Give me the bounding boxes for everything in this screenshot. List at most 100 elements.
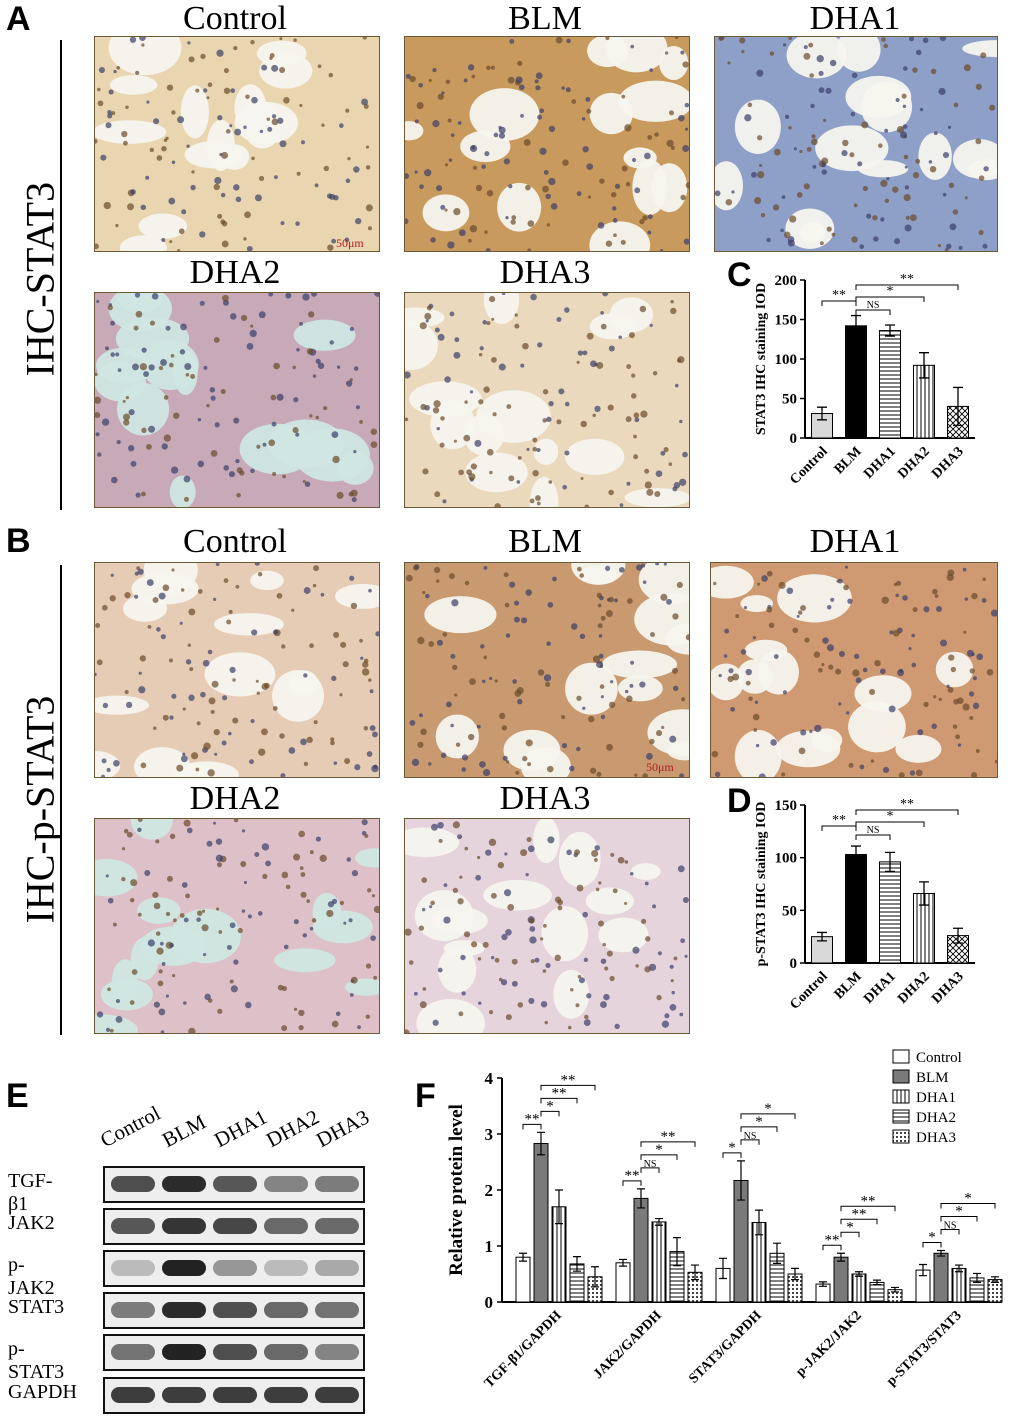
x-tick-label: Control [787,444,831,488]
y-tick-label: 50 [782,903,797,919]
bar-blm [633,1197,649,1303]
significance-label: * [755,1114,763,1130]
significance-bracket [740,1113,796,1119]
y-tick-label: 4 [485,1069,494,1088]
blot-strip [103,1250,365,1287]
title-a-control: Control [183,0,287,37]
significance-bracket [640,1141,696,1147]
significance-bracket [640,1167,660,1173]
title-b-control: Control [183,523,287,560]
error-bar [885,851,895,873]
error-bar [953,927,963,944]
blot-band [111,1344,155,1360]
x-tick-label: BLM [832,444,865,477]
error-bar [819,1281,827,1287]
blot-band [264,1344,308,1360]
significance-label: ** [661,1129,676,1145]
blot-strip [103,1292,365,1329]
significance-label: ** [832,288,846,303]
blot-band [264,1218,308,1234]
y-axis-label: p-STAT3 IHC staining IOD [754,802,769,967]
blot-band [213,1260,257,1276]
bar-dha1 [651,1221,667,1303]
error-bar [955,1264,963,1273]
lane-label-dha3: DHA3 [312,1104,373,1153]
blot-band [213,1302,257,1318]
significance-label: * [655,1142,663,1158]
significance-bracket [740,1139,760,1145]
significance-label: ** [832,813,846,828]
y-tick-label: 0 [790,431,798,447]
micrograph-a-control [94,36,380,252]
micrograph-texture [405,37,689,251]
significance-label: * [846,1219,854,1235]
legend-swatch [892,1089,910,1104]
x-tick-label: DHA2 [895,444,933,482]
western-blot-lane-labels: Control BLM DHA1 DHA2 DHA3 [96,1090,373,1160]
significance-bracket [855,284,959,290]
significance-bracket [940,1202,996,1209]
significance-label: NS [644,1159,657,1170]
legend-swatch [892,1049,910,1064]
micrograph-a-blm [404,36,690,252]
panel-letter-f: F [415,1077,436,1115]
significance-label: NS [867,825,880,836]
significance-label: * [928,1229,936,1245]
error-bar [937,1249,945,1257]
error-bar [837,1252,845,1262]
significance-label: ** [825,1232,840,1248]
error-bar [791,1267,799,1281]
x-tick-label: TGF-β1/GAPDH [482,1308,565,1391]
significance-bracket [740,1126,778,1132]
significance-bracket [855,821,925,827]
error-bar [673,1237,681,1267]
title-b-dha1: DHA1 [809,523,901,560]
blot-band [111,1260,155,1276]
micrograph-texture [715,37,997,251]
blot-band [315,1176,359,1192]
legend-label: DHA2 [916,1110,956,1126]
error-bar [851,845,861,864]
significance-bracket [822,1244,842,1251]
title-b-dha3: DHA3 [499,780,591,817]
significance-bracket [922,1241,942,1248]
blot-band [162,1176,206,1192]
significance-label: * [728,1140,736,1156]
bar-control [615,1262,631,1303]
significance-bracket [855,309,891,315]
blot-strip [103,1377,365,1414]
legend-swatch [892,1129,910,1144]
side-label-ihc-stat3: IHC-STAT3 [17,181,63,377]
title-b-dha2: DHA2 [189,780,281,817]
error-bar [573,1256,581,1272]
significance-bracket [840,1205,896,1212]
panel-letter-c: C [727,256,752,294]
error-bar [637,1188,645,1209]
blot-row-label: TGF-β1 [8,1170,53,1215]
error-bar [953,386,963,427]
micrograph-texture [405,563,689,777]
scale-bar-label-b: 50μm [646,760,674,774]
blot-band [315,1218,359,1234]
panel-letter-a: A [6,0,31,38]
significance-label: * [887,284,894,299]
significance-bracket [840,1218,878,1225]
blot-band [315,1344,359,1360]
x-tick-label: DHA3 [929,444,967,482]
x-tick-label: DHA1 [861,969,899,1007]
micrograph-texture [95,37,379,251]
title-a-blm: BLM [508,0,582,37]
significance-bracket [940,1215,978,1222]
significance-bracket [622,1180,642,1186]
significance-label: NS [867,300,880,311]
bar-dha1 [951,1267,967,1303]
significance-bracket [522,1123,542,1130]
panel-letter-b: B [6,522,31,560]
micrograph-b-dha2 [94,818,380,1034]
blot-row-label: STAT3 [8,1296,65,1318]
error-bar [817,406,827,421]
significance-bracket [855,834,891,840]
blot-band [213,1218,257,1234]
blot-band [162,1218,206,1234]
panel-a-divider [60,40,62,510]
